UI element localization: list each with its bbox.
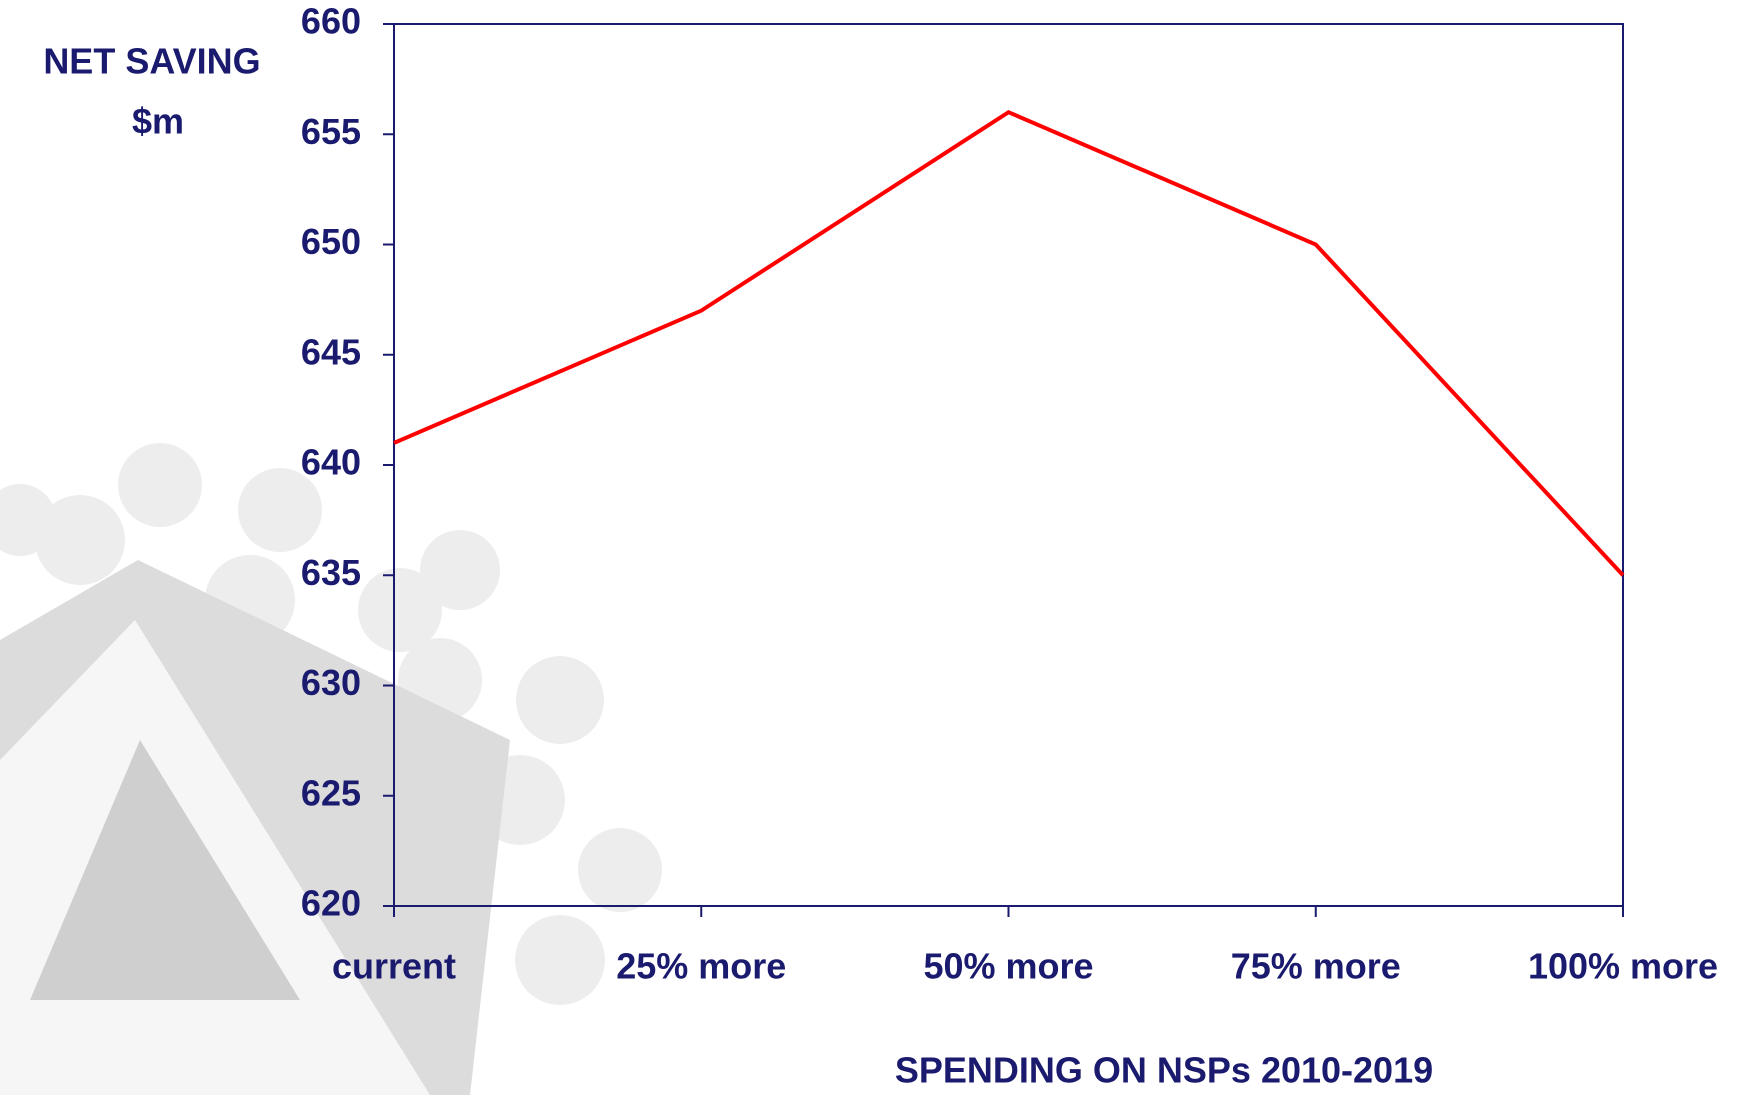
plot-frame xyxy=(393,23,1624,907)
y-tick-label: 630 xyxy=(301,662,361,703)
y-tick-label: 635 xyxy=(301,552,361,593)
x-tick-label: 75% more xyxy=(1231,946,1401,987)
y-tick-label: 655 xyxy=(301,111,361,152)
x-tick-label: 25% more xyxy=(616,946,786,987)
y-tick-label: 650 xyxy=(301,221,361,262)
background-decoration xyxy=(0,443,662,1095)
x-tick-label: current xyxy=(332,946,456,987)
x-tick-label: 100% more xyxy=(1528,946,1718,987)
y-axis-title: NET SAVING xyxy=(43,41,260,82)
x-tick-label: 50% more xyxy=(923,946,1093,987)
y-tick-label: 620 xyxy=(301,883,361,924)
line xyxy=(393,109,1625,577)
y-tick-label: 640 xyxy=(301,442,361,483)
y-axis-title: $m xyxy=(132,101,184,142)
y-tick-label: 660 xyxy=(301,1,361,42)
y-tick-label: 625 xyxy=(301,772,361,813)
x-axis-title: SPENDING ON NSPs 2010-2019 xyxy=(895,1050,1433,1091)
y-tick-label: 645 xyxy=(301,331,361,372)
